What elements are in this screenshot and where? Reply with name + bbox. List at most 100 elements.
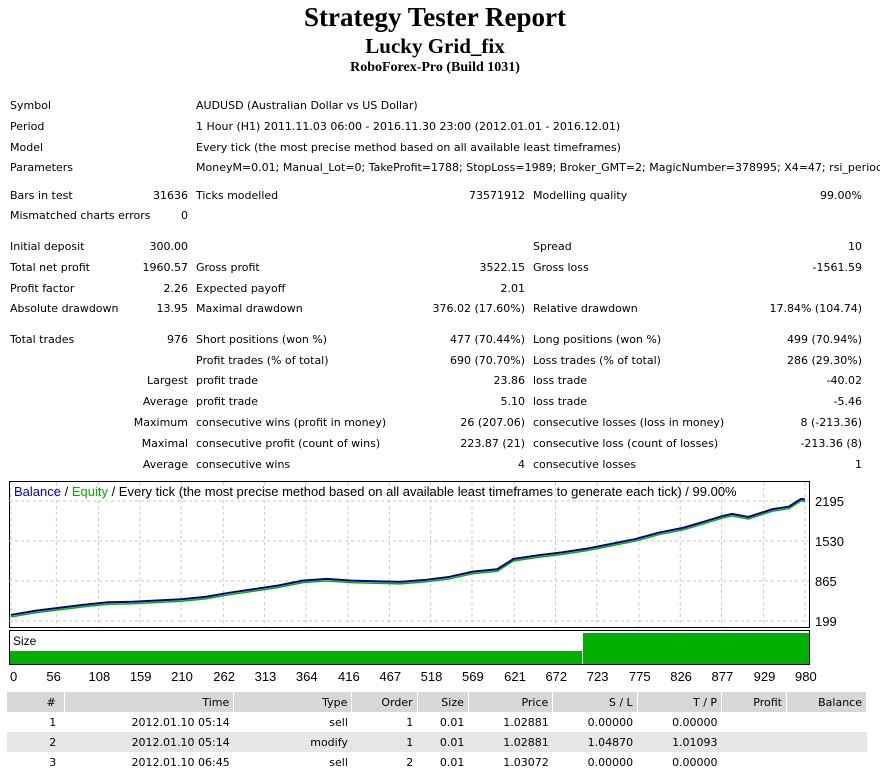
- stat-label: Expected payoff: [196, 282, 286, 295]
- stat-label: Average: [142, 458, 188, 471]
- chart-plot-frame: [9, 481, 810, 628]
- stat-label: Profit trades (% of total): [196, 354, 329, 367]
- stat-value: 2.01: [500, 282, 526, 295]
- table-cell: 0.00000: [587, 715, 634, 729]
- legend-equity: Equity: [72, 484, 109, 499]
- stats-row: Bars in test 31636 Ticks modelled 73571912 M…: [0, 186, 880, 206]
- table-cell: [787, 752, 867, 772]
- stat-label: Spread: [533, 240, 572, 253]
- table-cell: 1.02881: [468, 732, 553, 752]
- table-cell: [787, 712, 867, 732]
- size-bars: [10, 633, 809, 664]
- stat-label: Relative drawdown: [533, 302, 638, 315]
- stat-label: consecutive loss (count of losses): [533, 437, 719, 450]
- stat-value: 13.95: [156, 302, 189, 315]
- stat-value: 73571912: [469, 189, 525, 202]
- chart-grid: [9, 482, 809, 627]
- stat-label: consecutive wins (profit in money): [196, 416, 387, 429]
- column-header: Type: [233, 692, 353, 712]
- stat-value: 10: [848, 240, 862, 253]
- x-tick-label: 980: [795, 669, 817, 684]
- stat-value: 99.00%: [820, 189, 862, 202]
- table-cell: 2012.01.10 05:14: [131, 715, 230, 729]
- table-cell: 1.04870: [552, 732, 638, 752]
- x-tick-label: 929: [754, 669, 776, 684]
- stat-label: Total net profit: [10, 261, 90, 274]
- table-cell: 2012.01.10 05:14: [64, 732, 234, 752]
- x-tick-label: 210: [171, 669, 193, 684]
- stats-row: Total net profit 1960.57 Gross profit 3522.…: [0, 258, 880, 278]
- stat-value: 477 (70.44%): [449, 333, 525, 346]
- info-value: AUDUSD (Australian Dollar vs US Dollar): [196, 99, 418, 112]
- table-cell: 0.00000: [672, 715, 718, 729]
- legend-description: / Every tick (the most precise method ba…: [108, 484, 737, 499]
- table-cell: [722, 752, 787, 772]
- table-cell: 2: [7, 732, 65, 752]
- stat-label: Bars in test: [10, 189, 73, 202]
- balance-line: [10, 497, 806, 616]
- chart-y-ticks: 2195 1530 865 199: [815, 494, 844, 629]
- column-header: Time: [64, 692, 235, 712]
- server-build: RoboForex-Pro (Build 1031): [350, 60, 520, 75]
- x-tick-label: 621: [504, 669, 526, 684]
- x-tick-label: 877: [712, 669, 734, 684]
- stat-label: Largest: [147, 374, 188, 387]
- table-cell: modify: [233, 732, 352, 752]
- stat-value: 23.86: [493, 374, 526, 387]
- stat-value: 223.87 (21): [460, 437, 525, 450]
- x-tick-label: 672: [545, 669, 567, 684]
- y-tick-label: 865: [815, 574, 837, 589]
- x-tick-label: 0: [10, 669, 17, 684]
- x-tick-label: 569: [462, 669, 484, 684]
- column-header: Size: [417, 692, 469, 712]
- stat-value: 31636: [153, 189, 188, 202]
- stats-row: Absolute drawdown 13.95 Maximal drawdown 37…: [0, 299, 880, 319]
- stat-label: Maximal drawdown: [196, 302, 303, 315]
- x-tick-label: 467: [379, 669, 401, 684]
- stat-value: 0: [181, 209, 188, 222]
- stat-value: -40.02: [826, 374, 862, 387]
- stat-value: 5.10: [500, 395, 526, 408]
- table-cell: sell: [329, 715, 348, 729]
- table-cell: 1.03072: [503, 755, 549, 769]
- stat-label: Initial deposit: [10, 240, 85, 253]
- stats-row: Initial deposit 300.00 Spread 10: [0, 237, 880, 257]
- column-header: Price: [468, 692, 554, 712]
- stat-label: Ticks modelled: [196, 189, 279, 202]
- stat-value: 1: [855, 458, 862, 471]
- table-cell: 1.01093: [637, 732, 722, 752]
- table-cell: 0.00000: [672, 755, 718, 769]
- stats-row: Mismatched charts errors 0: [0, 206, 880, 226]
- column-header: Order: [351, 692, 418, 712]
- info-label: Parameters: [10, 161, 73, 174]
- stats-row: Maximum consecutive wins (profit in money…: [0, 413, 880, 433]
- table-cell: [721, 732, 787, 752]
- table-cell: [786, 732, 867, 752]
- table-cell: 0.00000: [587, 755, 634, 769]
- stats-row: Maximal consecutive profit (count of wins…: [0, 434, 880, 454]
- stat-label: Mismatched charts errors: [10, 209, 151, 222]
- stat-value: 3522.15: [479, 261, 526, 274]
- stat-label: Long positions (won %): [533, 333, 662, 346]
- table-cell: 1: [406, 715, 414, 729]
- chart-x-ticks: 0 56 108 159 210 262 313 364 416 467 518 569 621 672 7…: [10, 669, 817, 684]
- table-cell: 1: [49, 715, 57, 729]
- stat-value: 17.84% (104.74): [769, 302, 862, 315]
- column-header: Balance: [786, 692, 867, 712]
- stat-label: consecutive wins: [196, 458, 291, 471]
- stats-row: Largest profit trade 23.86 loss trade -40.02: [0, 371, 880, 391]
- equity-line: [10, 500, 806, 618]
- stat-label: Loss trades (% of total): [533, 354, 661, 367]
- table-cell: sell: [329, 755, 348, 769]
- stat-label: Maximum: [133, 416, 188, 429]
- table-cell: 0.01: [417, 732, 469, 752]
- legend-balance: Balance: [14, 484, 61, 499]
- stats-row: Total trades 976 Short positions (won %) 47…: [0, 330, 880, 350]
- x-tick-label: 262: [213, 669, 235, 684]
- stat-value: 690 (70.70%): [449, 354, 525, 367]
- size-bar-low: [10, 651, 582, 664]
- balance-chart: Balance / Equity / Every tick (the most …: [9, 481, 844, 684]
- stat-value: -213.36 (8): [800, 437, 862, 450]
